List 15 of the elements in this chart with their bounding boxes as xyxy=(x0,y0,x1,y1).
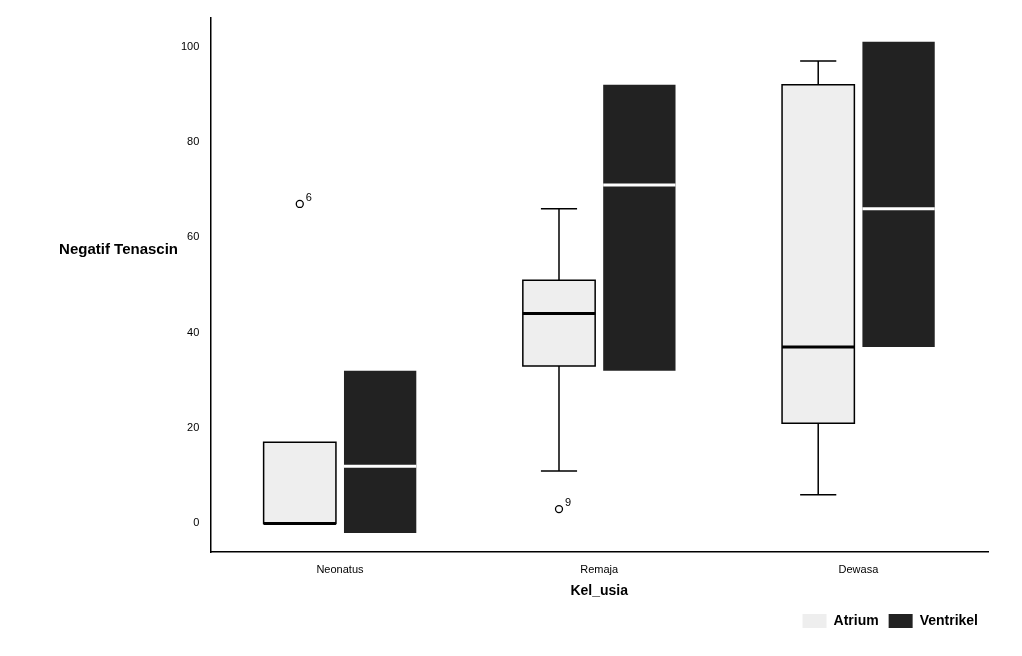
y-tick-label: 60 xyxy=(187,230,200,243)
y-tick-label: 100 xyxy=(180,39,200,52)
y-tick-label: 20 xyxy=(187,421,200,434)
legend-label: Atrium xyxy=(833,611,879,628)
annotation: 9 xyxy=(565,496,572,509)
x-tick-label: Dewasa xyxy=(838,562,880,575)
legend-label: Ventrikel xyxy=(919,611,979,628)
y-tick-label: 40 xyxy=(187,325,200,338)
y-tick-label: 0 xyxy=(193,516,200,529)
x-axis-title: Kel_usia xyxy=(570,582,629,599)
y-axis-title: Negatif Tenascin xyxy=(58,239,178,257)
x-tick-label: Neonatus xyxy=(316,562,364,575)
x-tick-label: Remaja xyxy=(580,562,620,575)
annotation: 6 xyxy=(305,190,312,203)
y-tick-label: 80 xyxy=(187,135,200,147)
